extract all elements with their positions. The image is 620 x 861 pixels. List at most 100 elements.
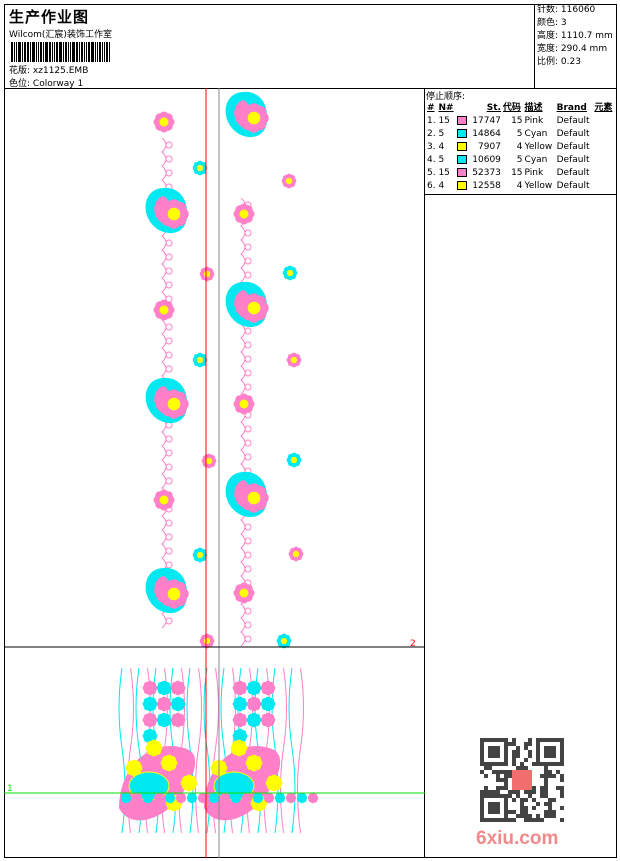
- stat-row: 针数: 116060: [535, 4, 617, 17]
- stitch-count: 17747: [472, 116, 501, 126]
- needle-number: 15: [438, 168, 450, 178]
- vine-curl: [244, 425, 252, 433]
- design-label: 花版:: [9, 66, 31, 76]
- vine-curl: [165, 141, 173, 149]
- element: [593, 128, 615, 141]
- fringe-line: [288, 667, 296, 834]
- vine-curl: [165, 519, 173, 527]
- brand: Default: [556, 142, 590, 152]
- element: [593, 115, 615, 128]
- vine-curl: [165, 239, 173, 247]
- flower-center: [247, 301, 261, 315]
- flower-center: [123, 795, 129, 801]
- flower-center: [160, 684, 168, 692]
- design-stats: 针数: 116060 颜色: 3 高度: 1110.7 mm 宽度: 290.4 mm…: [534, 4, 617, 89]
- stat-row: 比例: 0.23: [535, 56, 617, 69]
- flower-center: [145, 795, 151, 801]
- vine-curl: [165, 351, 173, 359]
- color-code: 4: [516, 142, 523, 152]
- design-file: xz1125.EMB: [32, 66, 89, 76]
- flower-center: [250, 700, 258, 708]
- flower-center: [146, 684, 154, 692]
- vine-curl: [165, 155, 173, 163]
- flower-center: [299, 795, 305, 801]
- column-header: Brand: [556, 103, 587, 113]
- flower-center: [236, 716, 244, 724]
- stat-value: 116060: [560, 5, 596, 15]
- flower-center: [266, 795, 272, 801]
- row-index: 1.: [427, 116, 436, 126]
- needle-number: 5: [438, 129, 445, 139]
- table-row: 5. 15 52373 15 Pink Default: [426, 167, 615, 180]
- flower-center: [174, 684, 182, 692]
- flower-center: [290, 456, 298, 464]
- element: [593, 180, 615, 193]
- stat-row: 宽度: 290.4 mm: [535, 43, 617, 56]
- flower-center: [236, 684, 244, 692]
- vine-curl: [165, 337, 173, 345]
- vine-curl: [165, 281, 173, 289]
- stat-value: 3: [560, 18, 567, 28]
- color-description: Yellow: [524, 181, 553, 191]
- flower-center: [146, 716, 154, 724]
- vine-curl: [165, 365, 173, 373]
- vine-curl: [244, 257, 252, 265]
- vine-curl: [244, 607, 252, 615]
- vine-curl: [165, 253, 173, 261]
- color-code: 5: [516, 155, 523, 165]
- brand: Default: [556, 155, 590, 165]
- vine-curl: [165, 463, 173, 471]
- flower-center: [292, 550, 300, 558]
- table-row: 4. 5 10609 5 Cyan Default: [426, 154, 615, 167]
- fringe-line: [186, 667, 194, 834]
- color-description: Pink: [524, 116, 544, 126]
- vine-curl: [244, 327, 252, 335]
- flower-center: [233, 795, 239, 801]
- stitch-count: 7907: [478, 142, 501, 152]
- vine-curl: [244, 355, 252, 363]
- flower-center: [290, 356, 298, 364]
- needle-number: 5: [438, 155, 445, 165]
- flower-center: [288, 795, 294, 801]
- vine-curl: [244, 635, 252, 643]
- column-header: 代码: [502, 103, 521, 113]
- flower-center: [174, 716, 182, 724]
- table-row: 2. 5 14864 5 Cyan Default: [426, 128, 615, 141]
- guide-marker-1: 1: [7, 784, 13, 794]
- barcode: [11, 42, 110, 62]
- stitch-count: 10609: [472, 155, 501, 165]
- guide-marker-2: 2: [410, 639, 416, 649]
- brand: Default: [556, 129, 590, 139]
- flower-center: [185, 779, 193, 787]
- flower-center: [264, 700, 272, 708]
- flower-center: [196, 551, 204, 559]
- stitch-count: 52373: [472, 168, 501, 178]
- flower-center: [285, 177, 293, 185]
- flower-center: [264, 716, 272, 724]
- column-header: 元素: [594, 103, 613, 113]
- element: [593, 167, 615, 180]
- vine-curl: [244, 229, 252, 237]
- vine-curl: [244, 565, 252, 573]
- stat-label: 颜色:: [537, 18, 559, 28]
- stat-row: 高度: 1110.7 mm: [535, 30, 617, 43]
- flower-center: [150, 744, 158, 752]
- flower-center: [250, 759, 258, 767]
- column-header: #: [427, 103, 435, 113]
- table-row: 1. 15 17747 15 Pink Default: [426, 115, 615, 128]
- brand: Default: [556, 116, 590, 126]
- flower-center: [178, 795, 184, 801]
- row-index: 5.: [427, 168, 436, 178]
- color-description: Pink: [524, 168, 544, 178]
- qr-code: [480, 738, 564, 822]
- stat-value: 0.23: [560, 57, 581, 67]
- color-swatch: [456, 141, 469, 154]
- color-code: 15: [511, 168, 523, 178]
- color-code: 5: [516, 129, 523, 139]
- column-header: N#: [438, 103, 454, 113]
- color-swatch: [456, 180, 469, 193]
- stitch-count: 12558: [472, 181, 501, 191]
- colorway-line: 色位: Colorway 1: [9, 76, 83, 89]
- row-index: 6.: [427, 181, 436, 191]
